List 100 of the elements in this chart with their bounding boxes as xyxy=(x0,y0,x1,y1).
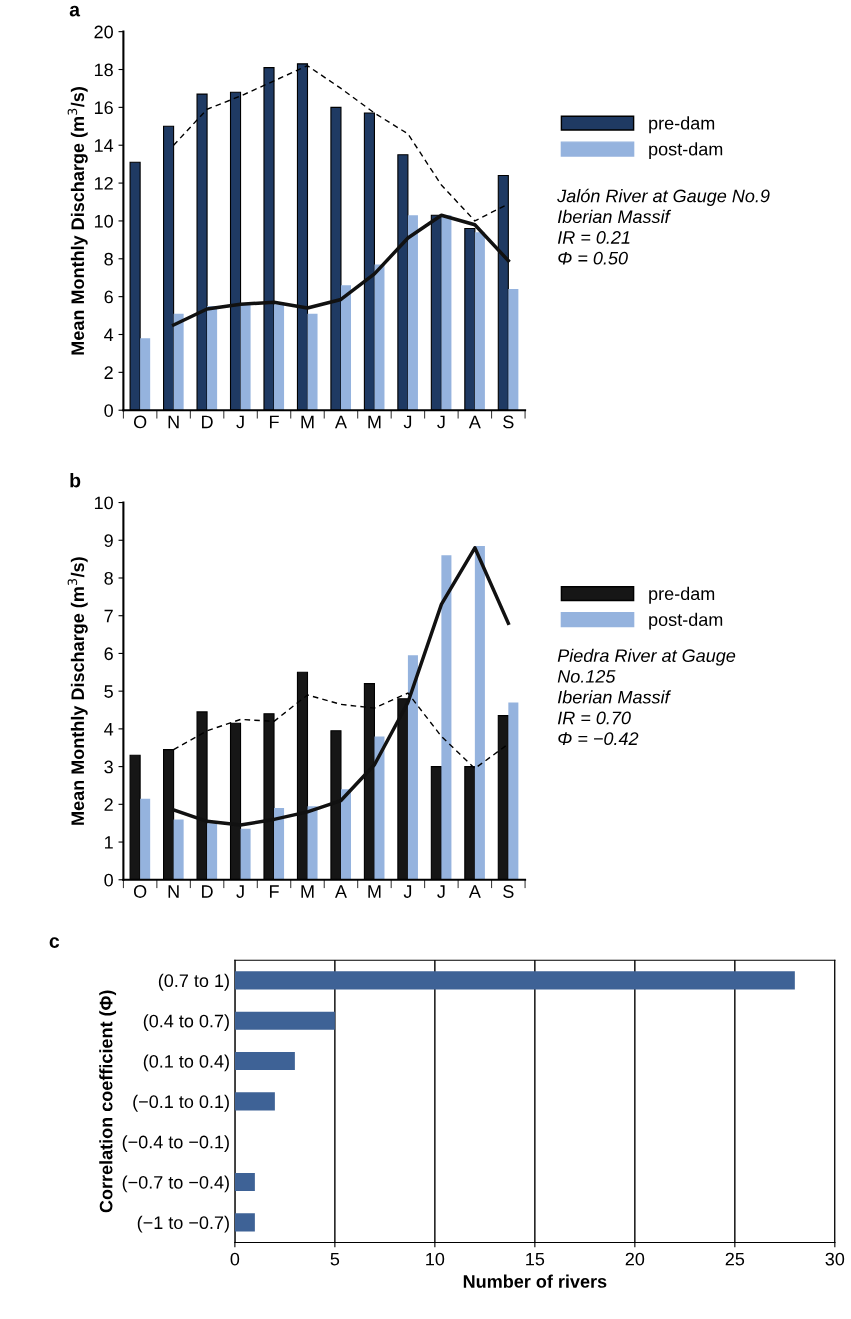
bar xyxy=(307,313,318,411)
x-tick-label: 15 xyxy=(526,1252,545,1266)
bar xyxy=(441,215,452,411)
y-tick-label: (0.7 to 1) xyxy=(158,973,229,991)
y-tick-label: 2 xyxy=(104,366,113,379)
x-tick-label: N xyxy=(168,415,179,429)
y-tick-label: 4 xyxy=(104,723,114,736)
x-tick-label: O xyxy=(133,885,147,898)
x-tick-label: 5 xyxy=(330,1252,340,1266)
y-tick-label: (−0.1 to 0.1) xyxy=(133,1094,229,1112)
y-tick-label: 16 xyxy=(94,101,113,115)
bar xyxy=(207,306,218,411)
x-tick-label: J xyxy=(403,415,412,429)
x-tick-label: J xyxy=(403,885,412,898)
x-tick-label: S xyxy=(503,415,514,429)
y-tick-label: 10 xyxy=(94,214,113,228)
bar xyxy=(234,1011,335,1030)
y-tick-label: 0 xyxy=(104,873,113,887)
y-tick-label: 8 xyxy=(104,252,113,266)
y-tick-label: 0 xyxy=(104,404,113,417)
x-tick-label: 25 xyxy=(725,1252,745,1266)
y-tick-label: 3 xyxy=(104,760,113,774)
bar xyxy=(207,823,218,880)
x-tick-label: D xyxy=(202,415,213,429)
bar xyxy=(240,828,251,880)
y-tick-label: 8 xyxy=(104,571,113,585)
bar xyxy=(307,806,318,880)
x-tick-label: A xyxy=(334,885,347,898)
text: a xyxy=(69,5,81,17)
x-tick-label: 20 xyxy=(625,1252,645,1266)
x-tick-label: J xyxy=(236,415,244,429)
x-tick-label: S xyxy=(503,885,514,898)
bar xyxy=(234,1092,275,1111)
bar xyxy=(407,655,418,880)
y-tick-label: 5 xyxy=(104,685,113,698)
x-tick-label: A xyxy=(334,415,347,429)
x-tick-label: A xyxy=(468,885,481,898)
bar xyxy=(234,1172,255,1192)
text: c xyxy=(49,937,60,948)
bar xyxy=(374,736,385,880)
y-tick-label: 20 xyxy=(94,25,113,39)
y-axis-title: Mean Monthly Discharge (m$^{3}$/s) xyxy=(67,557,88,825)
x-tick-label: N xyxy=(168,885,179,898)
bar xyxy=(234,971,795,990)
x-tick-label: J xyxy=(437,415,445,429)
legend-label: pre-dam xyxy=(649,586,715,604)
bar xyxy=(274,304,285,411)
bar xyxy=(474,232,485,411)
bar xyxy=(173,819,184,880)
bar xyxy=(508,702,519,880)
bar xyxy=(274,808,285,880)
x-tick-label: D xyxy=(202,885,213,898)
legend-label: post-dam xyxy=(649,142,723,160)
y-tick-label: 14 xyxy=(94,139,114,152)
bar xyxy=(173,313,184,411)
x-tick-label: 0 xyxy=(230,1252,240,1266)
x-tick-label: M xyxy=(301,885,314,898)
text: Jalón River at Gauge No.9 Iberian Massif IR = 0.21 Φ = 0.50 xyxy=(557,188,770,265)
y-tick-label: 1 xyxy=(105,836,113,849)
y-axis-title: Mean Monthly Discharge (m$^{3}$/s) xyxy=(67,87,88,355)
y-tick-label: 2 xyxy=(104,798,113,811)
bar xyxy=(374,264,385,411)
x-tick-label: M xyxy=(368,885,381,898)
y-tick-label: (−1 to −0.7) xyxy=(137,1215,229,1233)
x-tick-label: 30 xyxy=(825,1252,845,1266)
legend-label: pre-dam xyxy=(649,116,715,134)
bar xyxy=(441,555,452,880)
bar xyxy=(340,285,352,411)
x-tick-label: A xyxy=(468,415,481,429)
y-tick-label: (0.1 to 0.4) xyxy=(143,1054,229,1072)
legend-label: post-dam xyxy=(649,612,723,630)
y-tick-label: (−0.4 to −0.1) xyxy=(122,1135,229,1152)
y-tick-label: 9 xyxy=(104,534,113,547)
bar xyxy=(474,545,485,880)
y-tick-label: (0.4 to 0.7) xyxy=(143,1014,229,1031)
bar xyxy=(407,215,418,411)
x-tick-label: M xyxy=(368,415,381,429)
y-tick-label: 4 xyxy=(104,328,114,342)
y-tick-label: 6 xyxy=(104,290,113,304)
bar xyxy=(508,289,519,411)
y-tick-label: 7 xyxy=(104,609,113,623)
x-tick-label: J xyxy=(236,885,244,898)
bar xyxy=(234,1213,255,1232)
x-tick-label: M xyxy=(301,415,314,429)
y-tick-label: 18 xyxy=(94,63,113,77)
x-tick-label: F xyxy=(269,415,279,429)
bar xyxy=(140,338,151,411)
y-tick-label: 10 xyxy=(94,496,113,510)
x-tick-label: O xyxy=(133,415,147,429)
bar xyxy=(140,798,151,880)
x-tick-label: F xyxy=(269,885,279,898)
y-tick-label: 6 xyxy=(104,647,113,661)
y-tick-label: (−0.7 to −0.4) xyxy=(122,1175,229,1193)
y-axis-title: Correlation coefficient (Φ) xyxy=(99,990,117,1213)
x-tick-label: 10 xyxy=(426,1252,445,1266)
bar xyxy=(240,304,251,411)
bar xyxy=(340,789,352,880)
y-tick-label: 12 xyxy=(94,177,113,190)
text: b xyxy=(70,473,81,488)
line-series xyxy=(171,213,511,327)
